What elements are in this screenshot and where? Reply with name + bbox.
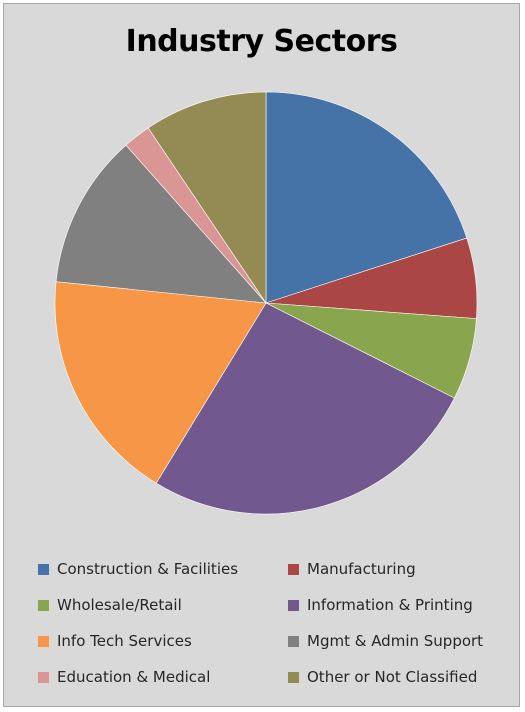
chart-area: Industry Sectors Construction & Faciliti… [3, 3, 520, 707]
legend-swatch [288, 599, 299, 611]
legend-item: Wholesale/Retail [38, 596, 288, 614]
legend-label: Construction & Facilities [57, 560, 239, 578]
pie-slice [265, 91, 468, 304]
legend-item: Info Tech Services [38, 632, 288, 650]
legend-swatch [38, 635, 49, 647]
legend-label: Wholesale/Retail [57, 596, 182, 614]
legend-swatch [38, 563, 49, 575]
legend-swatch [38, 671, 49, 683]
legend-item: Construction & Facilities [38, 560, 288, 578]
legend-item: Other or Not Classified [288, 668, 508, 686]
pie-slice [54, 281, 267, 484]
pie-chart [54, 91, 478, 515]
legend-item: Information & Printing [288, 596, 508, 614]
legend-item: Education & Medical [38, 668, 288, 686]
legend-swatch [38, 599, 49, 611]
pie-slice [147, 91, 267, 304]
legend-label: Mgmt & Admin Support [307, 632, 484, 650]
pie-slice [155, 302, 455, 515]
legend-swatch [288, 635, 299, 647]
pie-slice [55, 144, 267, 304]
legend-label: Information & Printing [307, 596, 473, 614]
legend-label: Other or Not Classified [307, 668, 478, 686]
legend-label: Education & Medical [57, 668, 211, 686]
chart-title: Industry Sectors [125, 24, 398, 59]
chart-legend: Construction & Facilities Manufacturing Wh… [38, 560, 508, 686]
legend-swatch [288, 563, 299, 575]
legend-item: Manufacturing [288, 560, 508, 578]
legend-item: Mgmt & Admin Support [288, 632, 508, 650]
legend-label: Info Tech Services [57, 632, 192, 650]
legend-label: Manufacturing [307, 560, 416, 578]
legend-swatch [288, 671, 299, 683]
